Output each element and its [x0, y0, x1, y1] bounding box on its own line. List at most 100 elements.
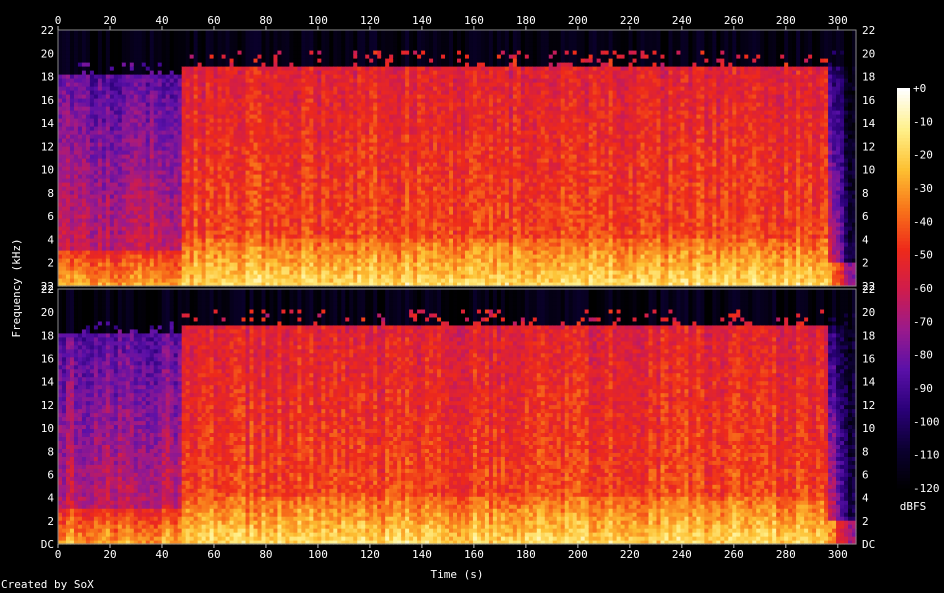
spectrogram-cell [249, 110, 255, 115]
spectrogram-cell [353, 194, 358, 199]
spectrogram-cell [241, 246, 247, 251]
spectrogram-cell [81, 274, 87, 279]
spectrogram-cell [61, 278, 67, 283]
spectrogram-cell [265, 270, 271, 275]
spectrogram-cell [173, 274, 179, 279]
spectrogram-cell [293, 274, 298, 279]
spectrogram-cell [305, 38, 310, 43]
spectrogram-cell [209, 178, 215, 183]
spectrogram-cell [273, 62, 279, 67]
spectrogram-cell [253, 214, 259, 219]
spectrogram-cell [365, 202, 370, 207]
spectrogram-cell [181, 230, 187, 235]
spectrogram-cell [313, 82, 318, 87]
spectrogram-cell [73, 234, 79, 239]
spectrogram-cell [229, 130, 235, 135]
spectrogram-cell [157, 214, 163, 219]
spectrogram-cell [213, 122, 219, 127]
spectrogram-cell [333, 226, 338, 231]
spectrogram-cell [289, 178, 295, 183]
spectrogram-cell [277, 78, 283, 83]
spectrogram-cell [73, 134, 79, 139]
spectrogram-cell [169, 58, 175, 63]
spectrogram-cell [137, 234, 143, 239]
spectrogram-cell [293, 202, 298, 207]
spectrogram-cell [89, 94, 95, 99]
spectrogram-cell [93, 90, 99, 95]
spectrogram-cell [153, 254, 159, 259]
spectrogram-cell [73, 226, 79, 231]
spectrogram-cell [273, 206, 279, 211]
spectrogram-cell [133, 214, 139, 219]
spectrogram-cell [157, 194, 163, 199]
spectrogram-cell [85, 90, 91, 95]
spectrogram-cell [301, 110, 306, 115]
spectrogram-cell [117, 250, 123, 255]
spectrogram-cell [265, 150, 271, 155]
spectrogram-cell [69, 282, 75, 287]
spectrogram-cell [277, 30, 283, 35]
spectrogram-cell [201, 50, 207, 55]
spectrogram-cell [349, 58, 354, 63]
spectrogram-cell [73, 46, 79, 51]
spectrogram-cell [213, 242, 219, 247]
spectrogram-cell [165, 86, 171, 91]
spectrogram-cell [105, 134, 111, 139]
spectrogram-cell [293, 82, 298, 87]
spectrogram-cell [185, 146, 191, 151]
spectrogram-cell [173, 190, 179, 195]
spectrogram-cell [193, 218, 199, 223]
spectrogram-cell [69, 266, 75, 271]
spectrogram-cell [141, 214, 147, 219]
spectrogram-cell [341, 154, 346, 159]
spectrogram-cell [81, 74, 87, 79]
spectrogram-cell [253, 170, 259, 175]
spectrogram-cell [73, 202, 79, 207]
spectrogram-cell [285, 114, 291, 119]
spectrogram-cell [333, 190, 338, 195]
spectrogram-cell [365, 206, 370, 211]
spectrogram-cell [273, 42, 279, 47]
spectrogram-cell [361, 114, 366, 119]
spectrogram-cell [141, 82, 147, 87]
spectrogram-cell [349, 142, 354, 147]
spectrogram-cell [205, 206, 211, 211]
spectrogram-cell [105, 202, 111, 207]
spectrogram-cell [245, 162, 251, 167]
spectrogram-cell [281, 218, 287, 223]
spectrogram-cell [189, 158, 195, 163]
spectrogram-cell [229, 66, 235, 71]
spectrogram-cell [113, 50, 119, 55]
spectrogram-cell [337, 198, 342, 203]
spectrogram-cell [325, 194, 330, 199]
spectrogram-cell [205, 242, 211, 247]
spectrogram-cell [181, 134, 187, 139]
spectrogram-cell [77, 134, 83, 139]
spectrogram-cell [69, 234, 75, 239]
spectrogram-cell [241, 30, 247, 35]
spectrogram-cell [241, 114, 247, 119]
spectrogram-cell [265, 114, 271, 119]
spectrogram-cell [77, 90, 83, 95]
spectrogram-cell [297, 122, 302, 127]
spectrogram-cell [73, 206, 79, 211]
spectrogram-cell [321, 106, 326, 111]
spectrogram-cell [317, 258, 322, 263]
spectrogram-cell [197, 206, 203, 211]
spectrogram-cell [329, 50, 334, 55]
spectrogram-cell [261, 246, 267, 251]
spectrogram-cell [349, 206, 354, 211]
spectrogram-cell [125, 274, 131, 279]
spectrogram-cell [213, 62, 219, 67]
spectrogram-cell [89, 274, 95, 279]
spectrogram-cell [265, 282, 271, 287]
spectrogram-cell [345, 194, 350, 199]
spectrogram-cell [269, 58, 275, 63]
spectrogram-cell [61, 54, 67, 59]
spectrogram-cell [249, 30, 255, 35]
spectrogram-cell [225, 230, 231, 235]
spectrogram-cell [361, 270, 366, 275]
spectrogram-cell [249, 58, 255, 63]
spectrogram-cell [317, 54, 322, 59]
spectrogram-cell [229, 262, 235, 267]
